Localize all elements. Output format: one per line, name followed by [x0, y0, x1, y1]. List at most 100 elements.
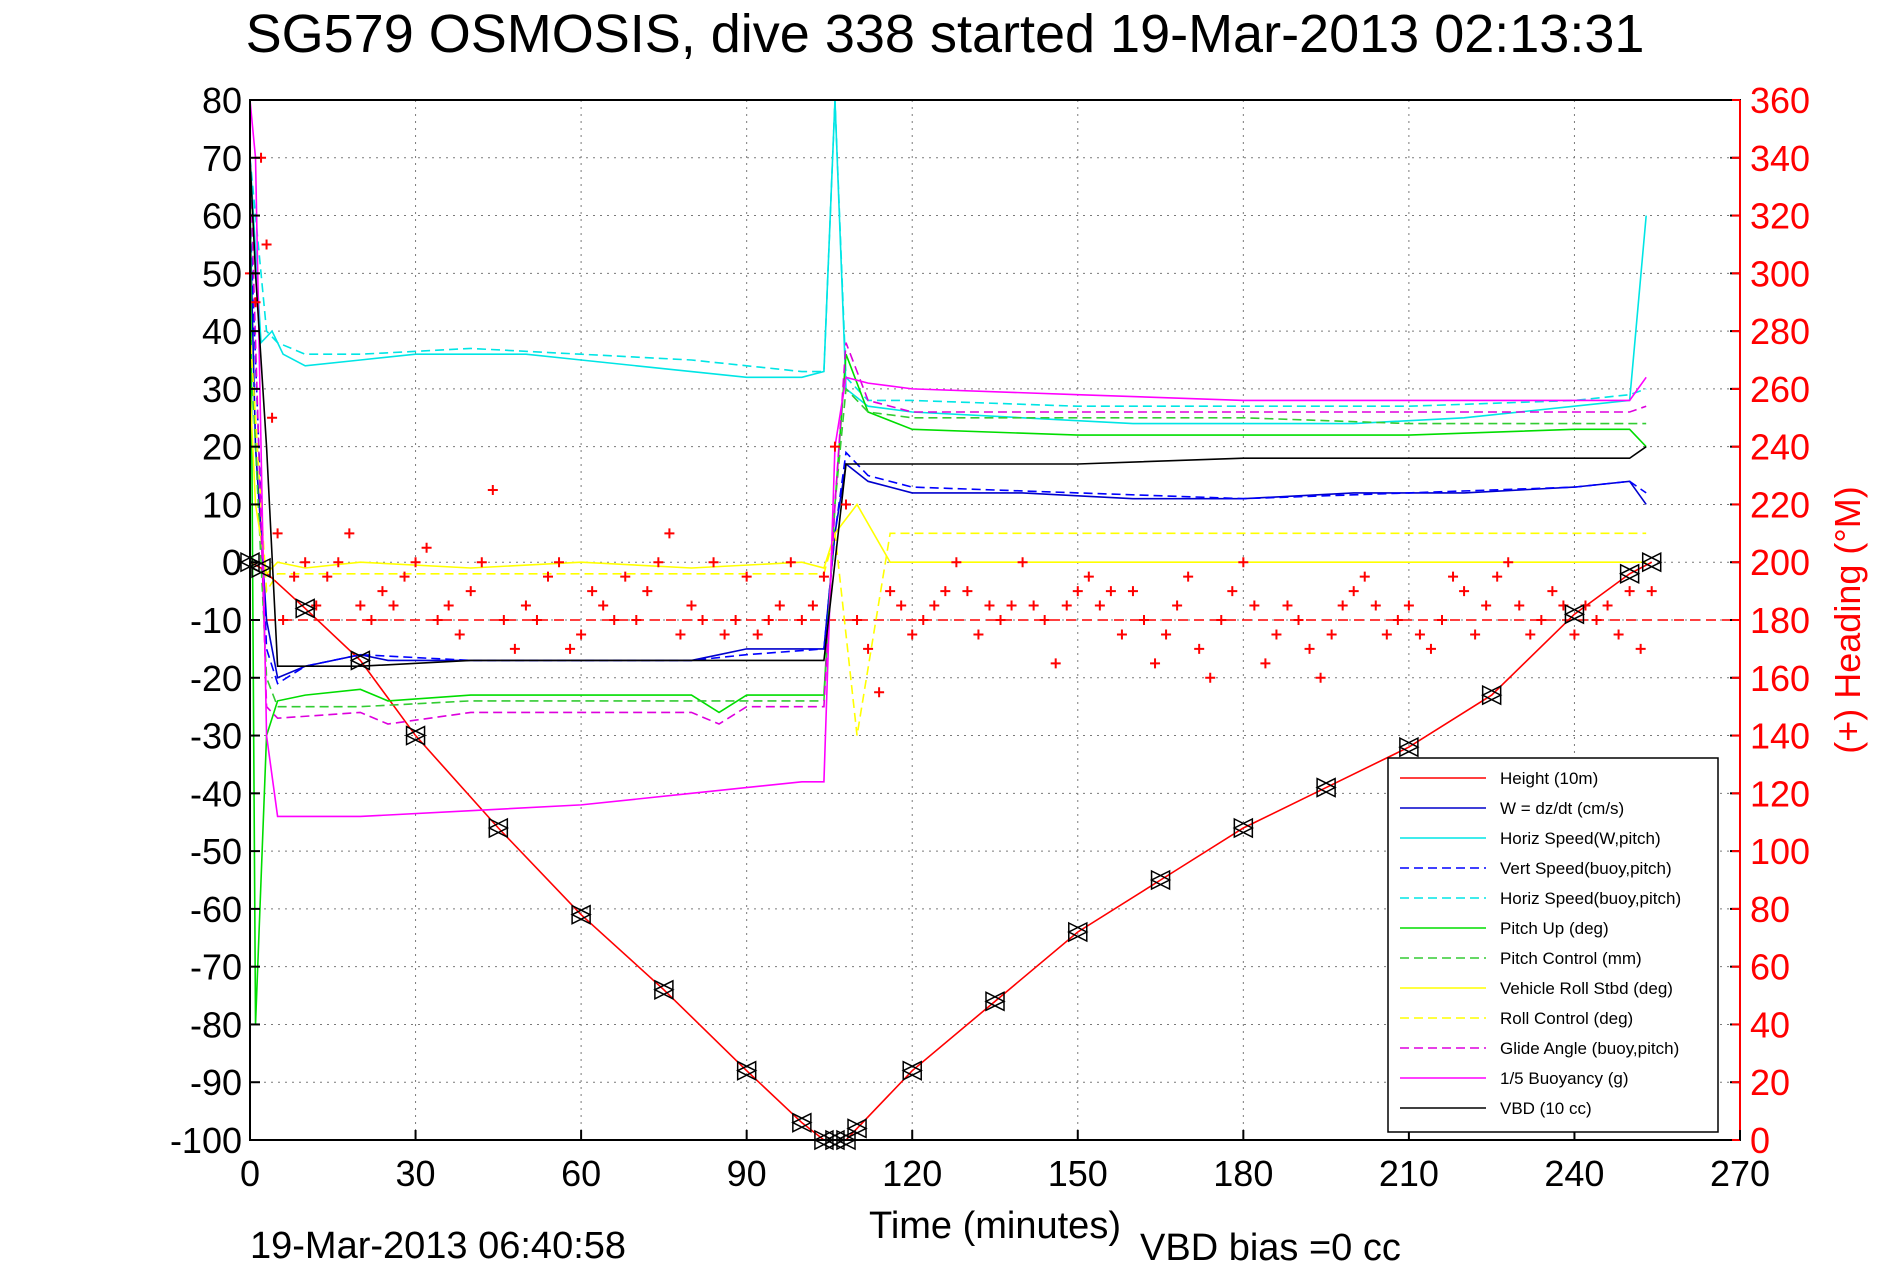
- y-tick-label: 80: [202, 80, 242, 121]
- y-tick-label: -90: [190, 1062, 242, 1103]
- heading-point: [1293, 615, 1304, 625]
- heading-point: [1414, 629, 1425, 640]
- series-line-3: [249, 215, 1647, 685]
- heading-point: [1425, 643, 1436, 654]
- x-tick-label: 30: [396, 1153, 436, 1194]
- y-tick-label: -100: [170, 1120, 242, 1161]
- series-line-9: [249, 157, 1647, 725]
- heading-point: [940, 586, 951, 597]
- legend-label-3: Vert Speed(buoy,pitch): [1500, 859, 1672, 878]
- heading-point: [1646, 586, 1657, 597]
- heading-point: [476, 557, 487, 568]
- heading-point: [531, 615, 542, 625]
- legend: Height (10m) W = dz/dt (cm/s) Horiz Speed(…: [1387, 757, 1719, 1133]
- heading-point: [719, 629, 730, 640]
- y-tick-label: -80: [190, 1004, 242, 1045]
- heading-point: [708, 557, 719, 568]
- y2-tick-label: 60: [1750, 947, 1790, 988]
- y2-tick-label: 140: [1750, 716, 1810, 757]
- y2-tick-label: 160: [1750, 658, 1810, 699]
- y-tick-label: 50: [202, 253, 242, 294]
- series-line-1: [249, 215, 1647, 679]
- height-marker: [846, 1118, 868, 1139]
- heading-point: [554, 557, 565, 568]
- heading-point: [1238, 557, 1249, 568]
- heading-point: [598, 600, 609, 611]
- y2-tick-label: 200: [1750, 542, 1810, 583]
- heading-point: [1094, 600, 1105, 611]
- y2-tick-label: 0: [1750, 1120, 1770, 1161]
- heading-point: [1470, 629, 1481, 640]
- heading-point: [1624, 586, 1635, 597]
- heading-point: [609, 615, 620, 625]
- legend-label-5: Pitch Up (deg): [1500, 919, 1609, 938]
- heading-point: [565, 643, 576, 654]
- heading-point: [587, 586, 598, 597]
- heading-point: [300, 557, 311, 568]
- heading-point: [250, 297, 261, 308]
- heading-point: [642, 586, 653, 597]
- y2-tick-label: 40: [1750, 1004, 1790, 1045]
- heading-point: [752, 629, 763, 640]
- heading-point: [697, 615, 708, 625]
- height-marker: [653, 979, 675, 1000]
- height-marker: [1641, 552, 1663, 573]
- series-line-2: [249, 99, 1647, 425]
- heading-point: [1569, 629, 1580, 640]
- heading-point: [322, 571, 333, 582]
- heading-point: [1536, 615, 1547, 625]
- heading-point: [1514, 600, 1525, 611]
- height-marker: [404, 725, 427, 746]
- y2-tick-label: 100: [1750, 831, 1810, 872]
- heading-point: [377, 586, 388, 597]
- height-marker: [294, 598, 316, 619]
- x-tick-label: 270: [1710, 1153, 1770, 1194]
- heading-point: [763, 615, 774, 625]
- y-tick-label: 70: [202, 138, 242, 179]
- legend-label-10: 1/5 Buoyancy (g): [1500, 1069, 1629, 1088]
- heading-point: [454, 629, 465, 640]
- series-line-4: [249, 99, 1647, 408]
- heading-point: [631, 615, 642, 625]
- heading-point: [1635, 643, 1646, 654]
- height-marker: [1618, 563, 1641, 584]
- heading-point: [543, 571, 553, 582]
- heading-point: [1105, 586, 1116, 597]
- heading-point: [1381, 629, 1392, 640]
- heading-point: [675, 629, 686, 640]
- heading-point: [267, 412, 278, 423]
- heading-point: [1150, 658, 1161, 669]
- y2-tick-label: 300: [1750, 253, 1810, 294]
- heading-point: [1216, 615, 1227, 625]
- heading-point: [1359, 571, 1370, 582]
- heading-point: [741, 571, 752, 582]
- heading-point: [1492, 571, 1503, 582]
- heading-point: [1602, 600, 1613, 611]
- heading-point: [1403, 600, 1414, 611]
- heading-point: [1050, 658, 1061, 669]
- x-axis-label: Time (minutes): [869, 1205, 1121, 1247]
- legend-label-11: VBD (10 cc): [1500, 1099, 1592, 1118]
- heading-point: [355, 600, 366, 611]
- heading-point: [1370, 600, 1381, 611]
- heading-point: [443, 600, 454, 611]
- heading-point: [1348, 586, 1359, 597]
- y2-tick-label: 280: [1750, 311, 1810, 352]
- heading-point: [951, 557, 962, 568]
- height-marker: [487, 817, 510, 839]
- height-marker: [1149, 869, 1172, 891]
- heading-point: [807, 600, 818, 611]
- heading-point: [829, 441, 840, 452]
- height-marker: [1315, 777, 1337, 798]
- x-tick-label: 120: [882, 1153, 942, 1194]
- heading-point: [410, 557, 421, 568]
- series-line-11: [249, 157, 1647, 668]
- series-layer: [239, 99, 1740, 1151]
- heading-point: [333, 557, 344, 568]
- heading-point: [576, 629, 587, 640]
- heading-point: [1161, 629, 1172, 640]
- y-tick-label: -70: [190, 947, 242, 988]
- heading-point: [1072, 586, 1083, 597]
- heading-point: [984, 600, 995, 611]
- heading-point: [465, 586, 476, 597]
